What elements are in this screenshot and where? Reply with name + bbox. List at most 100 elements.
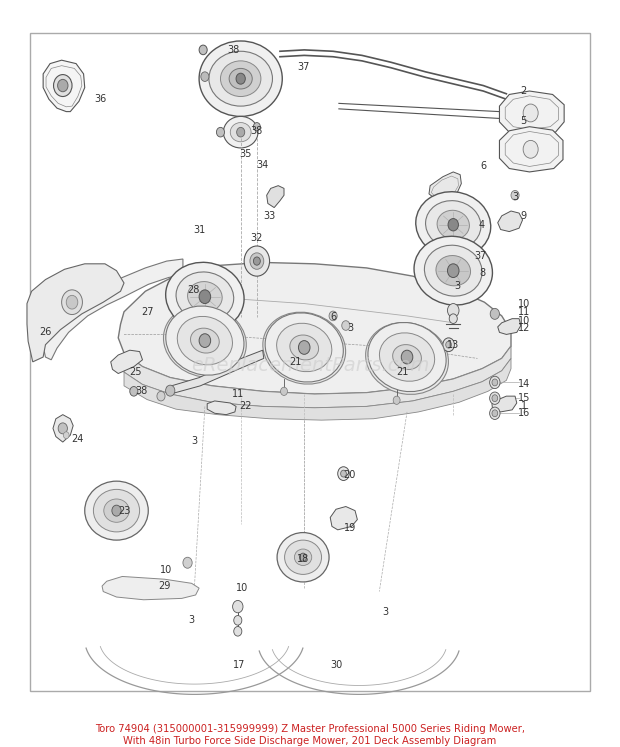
Text: 3: 3 <box>382 607 388 617</box>
Circle shape <box>443 338 454 352</box>
Ellipse shape <box>425 201 481 249</box>
Polygon shape <box>43 61 85 111</box>
Circle shape <box>199 334 211 347</box>
Ellipse shape <box>209 52 272 106</box>
Polygon shape <box>53 415 73 442</box>
Text: 30: 30 <box>330 660 342 670</box>
Ellipse shape <box>85 481 148 540</box>
Text: 10: 10 <box>159 565 172 574</box>
Ellipse shape <box>188 282 222 311</box>
Circle shape <box>523 140 538 158</box>
Text: 34: 34 <box>257 160 268 170</box>
Ellipse shape <box>436 255 471 286</box>
Text: 16: 16 <box>518 409 530 418</box>
Polygon shape <box>500 127 563 172</box>
Text: 3: 3 <box>188 616 195 625</box>
Text: 22: 22 <box>239 401 252 412</box>
Polygon shape <box>267 186 284 208</box>
Circle shape <box>453 282 461 291</box>
Text: 3: 3 <box>192 436 198 446</box>
Circle shape <box>216 128 224 137</box>
Polygon shape <box>118 262 511 394</box>
Circle shape <box>394 365 399 372</box>
Ellipse shape <box>166 306 244 375</box>
Circle shape <box>490 309 500 320</box>
Text: 1: 1 <box>521 401 527 412</box>
Ellipse shape <box>379 333 435 381</box>
Text: 36: 36 <box>95 94 107 105</box>
Text: Toro 74904 (315000001-315999999) Z Master Professional 5000 Series Riding Mower,: Toro 74904 (315000001-315999999) Z Maste… <box>95 725 525 746</box>
Circle shape <box>490 407 500 420</box>
Text: 38: 38 <box>228 45 240 55</box>
Ellipse shape <box>294 549 312 565</box>
Polygon shape <box>111 350 143 374</box>
Circle shape <box>201 72 209 81</box>
Text: 20: 20 <box>343 470 355 480</box>
Text: 38: 38 <box>135 386 148 397</box>
Text: 18: 18 <box>297 554 309 564</box>
Text: 26: 26 <box>39 327 51 338</box>
Circle shape <box>393 396 400 404</box>
Circle shape <box>53 75 72 96</box>
Circle shape <box>391 362 402 376</box>
Text: 10: 10 <box>518 316 530 326</box>
Ellipse shape <box>94 489 140 532</box>
Polygon shape <box>429 172 461 199</box>
Ellipse shape <box>166 262 244 331</box>
Circle shape <box>523 104 538 122</box>
Text: 7: 7 <box>479 250 485 261</box>
Circle shape <box>254 123 260 131</box>
Text: 27: 27 <box>141 307 153 317</box>
Text: 23: 23 <box>118 506 130 515</box>
Ellipse shape <box>366 323 448 394</box>
Text: 8: 8 <box>479 267 485 278</box>
Text: 6: 6 <box>480 161 486 172</box>
Text: 2: 2 <box>521 86 527 96</box>
Ellipse shape <box>164 306 246 377</box>
Ellipse shape <box>414 236 492 305</box>
Circle shape <box>338 467 349 480</box>
Text: 5: 5 <box>521 117 527 126</box>
Circle shape <box>234 627 242 636</box>
Circle shape <box>299 553 306 562</box>
Circle shape <box>446 341 451 348</box>
Ellipse shape <box>277 533 329 582</box>
Ellipse shape <box>290 335 319 360</box>
Text: 35: 35 <box>239 149 252 159</box>
Circle shape <box>492 394 498 402</box>
Circle shape <box>250 252 264 270</box>
Circle shape <box>237 128 245 137</box>
Text: 37: 37 <box>297 62 309 72</box>
Text: 19: 19 <box>344 524 356 533</box>
Text: 9: 9 <box>521 211 527 221</box>
Text: 11: 11 <box>518 307 530 317</box>
Ellipse shape <box>277 323 332 372</box>
Polygon shape <box>207 401 236 415</box>
Text: 14: 14 <box>518 379 530 389</box>
Circle shape <box>511 190 519 200</box>
Circle shape <box>340 470 347 477</box>
Text: 13: 13 <box>446 340 459 350</box>
Ellipse shape <box>392 344 422 370</box>
Text: 24: 24 <box>72 434 84 444</box>
Ellipse shape <box>368 323 446 391</box>
Ellipse shape <box>263 312 345 384</box>
Ellipse shape <box>176 272 234 321</box>
Circle shape <box>462 251 470 261</box>
Polygon shape <box>27 264 124 362</box>
Text: 25: 25 <box>130 367 142 377</box>
Circle shape <box>199 290 211 303</box>
Text: 21: 21 <box>290 357 302 367</box>
Ellipse shape <box>175 315 235 368</box>
Polygon shape <box>498 211 523 232</box>
Circle shape <box>63 432 69 438</box>
Polygon shape <box>500 91 564 136</box>
Ellipse shape <box>223 117 258 148</box>
Polygon shape <box>330 506 357 530</box>
Circle shape <box>448 219 458 231</box>
Circle shape <box>199 45 207 55</box>
Circle shape <box>61 290 82 314</box>
Text: 10: 10 <box>518 299 530 309</box>
Circle shape <box>329 311 337 320</box>
Text: 3: 3 <box>512 192 518 202</box>
